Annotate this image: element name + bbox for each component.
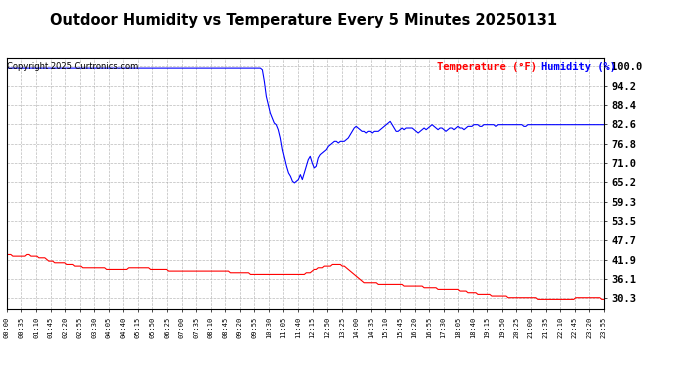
Text: Outdoor Humidity vs Temperature Every 5 Minutes 20250131: Outdoor Humidity vs Temperature Every 5 …: [50, 13, 557, 28]
Text: Temperature (°F): Temperature (°F): [437, 62, 537, 72]
Text: Copyright 2025 Curtronics.com: Copyright 2025 Curtronics.com: [8, 62, 139, 71]
Text: Humidity (%): Humidity (%): [541, 62, 616, 72]
